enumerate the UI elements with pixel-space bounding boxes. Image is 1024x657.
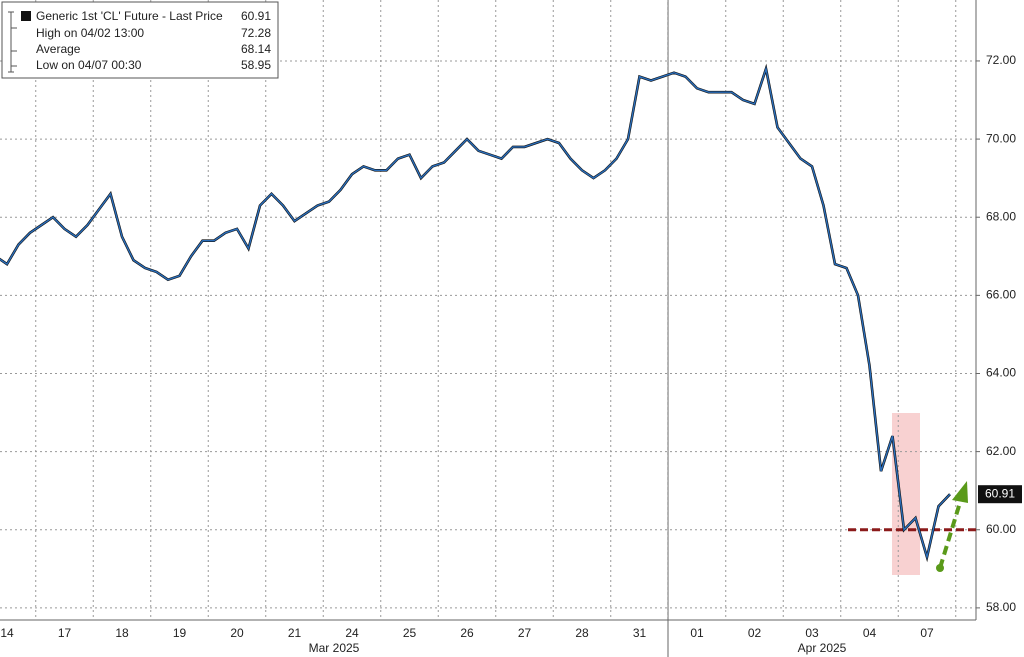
- x-tick-label: 31: [633, 626, 647, 640]
- month-label: Apr 2025: [798, 641, 847, 655]
- legend-value: 58.95: [241, 58, 271, 72]
- x-tick-label: 18: [115, 626, 129, 640]
- y-tick-label: 68.00: [986, 209, 1016, 223]
- legend-value: 72.28: [241, 26, 271, 40]
- arrow-head: [952, 481, 968, 503]
- price-line: [0, 66, 951, 560]
- x-tick-label: 02: [748, 626, 762, 640]
- x-tick-label: 17: [58, 626, 72, 640]
- trend-arrow: [936, 481, 968, 572]
- y-tick-label: 72.00: [986, 53, 1016, 67]
- x-tick-label: 07: [920, 626, 934, 640]
- month-label: Mar 2025: [309, 641, 360, 655]
- y-tick-label: 58.00: [986, 600, 1016, 614]
- x-tick-label: 25: [403, 626, 417, 640]
- x-tick-label: 20: [230, 626, 244, 640]
- legend-label: Low on 04/07 00:30: [36, 58, 142, 72]
- x-tick-label: 28: [575, 626, 589, 640]
- legend-swatch: [21, 11, 31, 21]
- legend-value: 60.91: [241, 9, 271, 23]
- legend-label: High on 04/02 13:00: [36, 26, 144, 40]
- last-price-label: 60.91: [985, 486, 1015, 500]
- legend-label: Average: [36, 42, 81, 56]
- x-tick-label: 03: [805, 626, 819, 640]
- x-tick-label: 19: [173, 626, 187, 640]
- x-tick-label: 26: [460, 626, 474, 640]
- x-tick-label: 14: [0, 626, 14, 640]
- y-tick-label: 64.00: [986, 366, 1016, 380]
- x-tick-label: 01: [690, 626, 704, 640]
- last-price-tag: [978, 485, 1022, 504]
- legend-label: Generic 1st 'CL' Future - Last Price: [36, 9, 223, 23]
- x-tick-label: 24: [345, 626, 359, 640]
- y-tick-label: 70.00: [986, 131, 1016, 145]
- y-tick-label: 66.00: [986, 288, 1016, 302]
- legend: Generic 1st 'CL' Future - Last Price 60.…: [1, 1, 279, 79]
- legend-tree: [8, 11, 17, 73]
- legend-value: 68.14: [241, 42, 271, 56]
- x-tick-label: 04: [863, 626, 877, 640]
- arrow-shaft: [938, 495, 964, 569]
- highlight-region: [892, 413, 920, 575]
- y-tick-label: 62.00: [986, 444, 1016, 458]
- arrow-tail: [936, 564, 944, 572]
- x-tick-label: 27: [518, 626, 532, 640]
- y-tick-label: 60.00: [986, 522, 1016, 536]
- x-tick-label: 21: [288, 626, 302, 640]
- legend-box: [1, 1, 279, 79]
